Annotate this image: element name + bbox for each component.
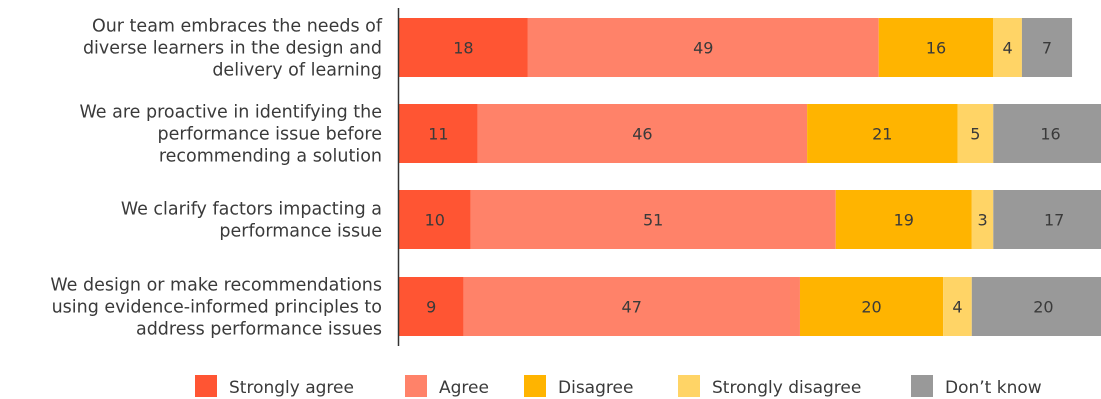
bar-segment: [957, 104, 994, 163]
legend-label: Agree: [439, 378, 489, 398]
data-label: 20: [1033, 298, 1053, 317]
data-label: 7: [1042, 39, 1052, 58]
bar-segment: [799, 277, 944, 336]
bar-segment: [399, 190, 471, 249]
category-label: performance issue: [219, 222, 382, 242]
category-label: using evidence-informed principles to: [52, 298, 382, 318]
data-label: 3: [977, 211, 987, 230]
bar-segment: [993, 18, 1022, 77]
data-label: 4: [1003, 39, 1013, 58]
bar-segment: [878, 18, 994, 77]
bar-segment: [971, 190, 994, 249]
bar-segment: [399, 18, 528, 77]
bar-segment: [399, 104, 478, 163]
legend-label: Don’t know: [945, 378, 1042, 398]
data-label: 49: [693, 39, 713, 58]
bar-segment: [943, 277, 972, 336]
data-label: 5: [970, 125, 980, 144]
data-label: 10: [425, 211, 445, 230]
data-label: 9: [426, 298, 436, 317]
bar-segment: [470, 190, 836, 249]
bar-segment: [807, 104, 958, 163]
data-label: 16: [926, 39, 946, 58]
bar-segment: [835, 190, 972, 249]
legend-label: Disagree: [558, 378, 633, 398]
category-label: performance issue before: [158, 125, 382, 145]
legend-label: Strongly agree: [229, 378, 354, 398]
bar-segment: [527, 18, 879, 77]
bar-segment: [1021, 18, 1073, 77]
data-label: 16: [1040, 125, 1060, 144]
category-label: We clarify factors impacting a: [121, 200, 382, 220]
category-label: We design or make recommendations: [50, 276, 382, 296]
bar-segment: [971, 277, 1101, 336]
data-label: 46: [632, 125, 652, 144]
legend-swatch: [405, 375, 427, 397]
legend-swatch: [911, 375, 933, 397]
bar-segment: [399, 277, 464, 336]
data-label: 17: [1044, 211, 1064, 230]
bar-segment: [993, 190, 1101, 249]
data-label: 51: [643, 211, 663, 230]
data-label: 19: [894, 211, 914, 230]
category-label: We are proactive in identifying the: [80, 103, 382, 123]
bar-segment: [477, 104, 808, 163]
data-label: 18: [453, 39, 473, 58]
category-label: recommending a solution: [159, 147, 382, 167]
data-label: 20: [861, 298, 881, 317]
legend: Strongly agree Agree Disagree Strongly disa…: [195, 375, 1042, 398]
legend-label: Strongly disagree: [712, 378, 861, 398]
legend-swatch: [678, 375, 700, 397]
legend-swatch: [195, 375, 217, 397]
category-label: diverse learners in the design and: [83, 39, 382, 59]
data-label: 11: [428, 125, 448, 144]
category-label: delivery of learning: [212, 61, 382, 81]
bar-segment: [463, 277, 800, 336]
category-label: address performance issues: [136, 320, 382, 340]
legend-swatch: [524, 375, 546, 397]
data-label: 4: [952, 298, 962, 317]
bar-segment: [993, 104, 1101, 163]
data-label: 47: [622, 298, 642, 317]
category-label: Our team embraces the needs of: [92, 17, 383, 37]
data-label: 21: [872, 125, 892, 144]
